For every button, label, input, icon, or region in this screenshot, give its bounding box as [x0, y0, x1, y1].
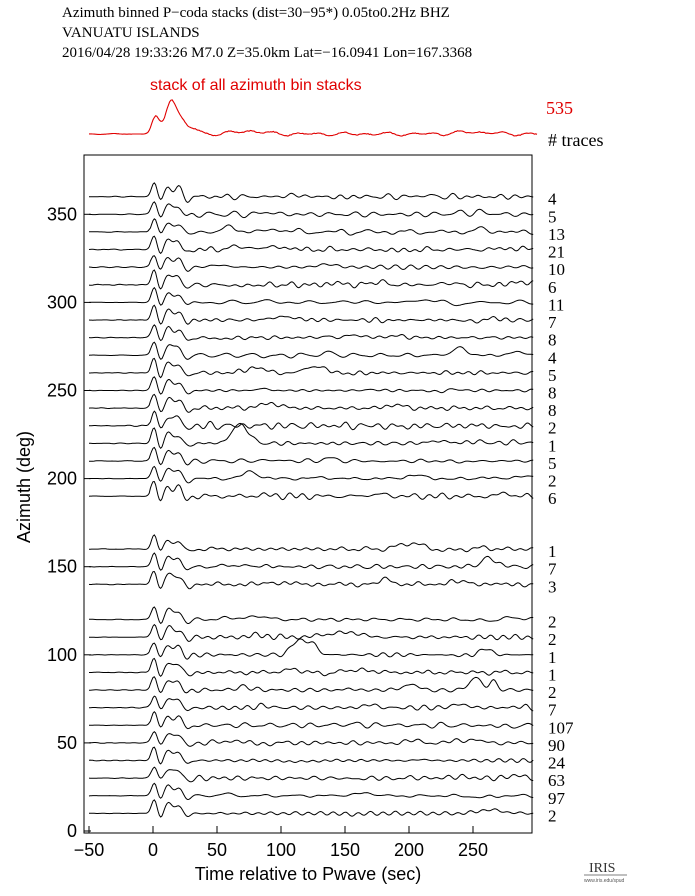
trace-azimuth-190 [88, 480, 534, 502]
trace-count-label: 13 [548, 225, 565, 244]
y-tick-label: 100 [47, 645, 77, 665]
trace-azimuth-260 [89, 357, 534, 379]
y-tick-label: 50 [57, 733, 77, 753]
trace-count-label: 1 [548, 665, 557, 684]
trace-azimuth-10 [88, 799, 534, 818]
y-tick-label: 250 [47, 381, 77, 401]
trace-count-label: 21 [548, 243, 565, 262]
iris-logo: IRIS www.iris.edu/spud [584, 861, 627, 884]
x-tick-label: 0 [148, 840, 158, 860]
trace-count-label: 2 [548, 630, 557, 649]
header-line-3: 2016/04/28 19:33:26 M7.0 Z=35.0km Lat=−1… [62, 45, 472, 61]
trace-azimuth-310 [88, 269, 534, 290]
trace-count-label: 90 [548, 736, 565, 755]
trace-count-label: 5 [548, 454, 557, 473]
trace-count-label: 4 [548, 348, 557, 367]
trace-azimuth-230 [89, 410, 534, 431]
x-tick-label: 50 [207, 840, 227, 860]
x-axis-label: Time relative to Pwave (sec) [195, 864, 421, 884]
trace-azimuth-60 [88, 710, 534, 730]
trace-azimuth-160 [88, 534, 534, 553]
trace-count-label: 2 [548, 806, 557, 825]
trace-azimuth-240 [88, 393, 534, 413]
trace-group [88, 182, 534, 818]
trace-count-label: 63 [548, 771, 565, 790]
trace-count-label: 1 [548, 436, 557, 455]
trace-count-label: 8 [548, 401, 557, 420]
trace-azimuth-50 [88, 731, 534, 747]
x-tick-label: 250 [458, 840, 488, 860]
trace-count-label: 4 [548, 190, 557, 209]
trace-count-label: 2 [548, 683, 557, 702]
y-tick-label: 300 [47, 292, 77, 312]
trace-azimuth-70 [89, 695, 534, 712]
trace-azimuth-150 [88, 552, 534, 571]
trace-count-label: 107 [548, 718, 574, 737]
trace-azimuth-290 [88, 304, 534, 325]
trace-azimuth-250 [88, 376, 534, 395]
plot-frame [83, 154, 533, 834]
trace-azimuth-330 [88, 235, 534, 255]
trace-count-label: 24 [548, 754, 566, 773]
header-line-1: Azimuth binned P−coda stacks (dist=30−95… [62, 5, 450, 21]
trace-azimuth-40 [88, 746, 534, 765]
trace-count-label: 6 [548, 489, 557, 508]
trace-azimuth-270 [88, 341, 534, 360]
trace-count-label: 8 [548, 384, 557, 403]
trace-count-label: 8 [548, 331, 557, 350]
trace-count-label: 11 [548, 295, 564, 314]
trace-count-label: 3 [548, 577, 557, 596]
trace-count-label: 7 [548, 701, 557, 720]
trace-count-label: 6 [548, 278, 557, 297]
traces-count-header: # traces [548, 130, 603, 150]
y-tick-label: 150 [47, 557, 77, 577]
trace-count-label: 2 [548, 472, 557, 491]
trace-count-label: 7 [548, 313, 557, 332]
trace-count-label: 2 [548, 613, 557, 632]
trace-azimuth-350 [88, 201, 534, 219]
y-axis-label: Azimuth (deg) [14, 431, 34, 543]
trace-azimuth-200 [88, 465, 534, 484]
x-tick-label: −50 [74, 840, 105, 860]
trace-azimuth-110 [89, 623, 534, 643]
trace-azimuth-360 [89, 182, 534, 203]
stack-title: stack of all azimuth bin stacks [150, 77, 362, 94]
trace-azimuth-30 [88, 766, 534, 783]
x-tick-label: 150 [330, 840, 360, 860]
x-tick-label: 100 [266, 840, 296, 860]
trace-azimuth-140 [88, 570, 534, 590]
trace-azimuth-320 [88, 255, 534, 272]
trace-count-label: 7 [548, 560, 557, 579]
iris-logo-subtext: www.iris.edu/spud [584, 878, 625, 884]
trace-azimuth-280 [88, 324, 534, 342]
y-tick-label: 0 [67, 821, 77, 841]
stack-trace [89, 99, 538, 137]
trace-azimuth-300 [89, 286, 534, 307]
trace-count-label: 5 [548, 366, 557, 385]
trace-count-group: 4513211061178458821526173221127107902463… [548, 190, 574, 826]
trace-count-label: 1 [548, 542, 557, 561]
trace-azimuth-210 [89, 446, 534, 466]
trace-azimuth-340 [88, 218, 534, 236]
trace-count-label: 1 [548, 648, 557, 667]
header-line-2: VANUATU ISLANDS [62, 25, 200, 41]
trace-azimuth-80 [89, 676, 534, 694]
stack-count: 535 [546, 98, 573, 118]
trace-azimuth-220 [88, 422, 534, 450]
iris-logo-text: IRIS [589, 861, 615, 876]
trace-count-label: 10 [548, 260, 565, 279]
trace-azimuth-120 [88, 606, 534, 625]
y-tick-label: 350 [47, 204, 77, 224]
trace-azimuth-20 [88, 782, 534, 801]
trace-count-label: 97 [548, 789, 566, 808]
trace-count-label: 2 [548, 419, 557, 438]
x-tick-label: 200 [394, 840, 424, 860]
y-tick-label: 200 [47, 469, 77, 489]
trace-azimuth-90 [89, 657, 534, 678]
trace-azimuth-100 [89, 638, 534, 660]
trace-count-label: 5 [548, 207, 557, 226]
